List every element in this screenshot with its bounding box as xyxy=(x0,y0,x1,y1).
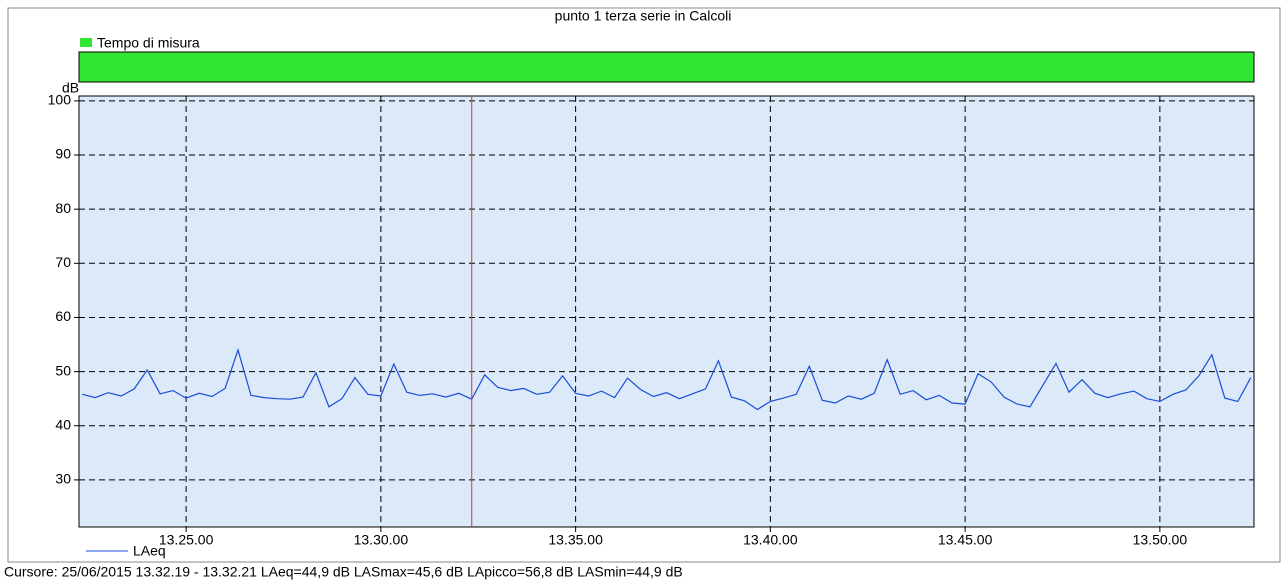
y-tick-label: 100 xyxy=(48,92,72,108)
y-tick-label: 30 xyxy=(55,471,71,487)
y-tick-label: 40 xyxy=(55,416,71,432)
band-legend-swatch xyxy=(80,38,92,47)
x-tick-label: 13.40.00 xyxy=(743,532,798,548)
data-line xyxy=(82,347,1252,411)
y-tick-label: 80 xyxy=(55,200,71,216)
x-tick-label: 13.30.00 xyxy=(354,532,409,548)
chart-title: punto 1 terza serie in Calcoli xyxy=(555,8,732,24)
y-tick-label: 60 xyxy=(55,308,71,324)
x-tick-label: 13.25.00 xyxy=(159,532,214,548)
cursor-readout: Cursore: 25/06/2015 13.32.19 - 13.32.21 … xyxy=(4,564,683,580)
frame xyxy=(7,7,1281,563)
y-tick-label: 90 xyxy=(55,146,71,162)
measure-band xyxy=(78,51,1255,83)
y-tick-label: 50 xyxy=(55,362,71,378)
x-tick-label: 13.50.00 xyxy=(1133,532,1188,548)
y-tick-label: 70 xyxy=(55,254,71,270)
x-tick-label: 13.45.00 xyxy=(938,532,993,548)
legend-label: LAeq xyxy=(133,543,166,559)
y-axis-label: dB xyxy=(62,80,79,96)
plot-area xyxy=(78,95,1255,528)
x-tick-label: 13.35.00 xyxy=(548,532,603,548)
band-legend: Tempo di misura xyxy=(97,35,200,51)
